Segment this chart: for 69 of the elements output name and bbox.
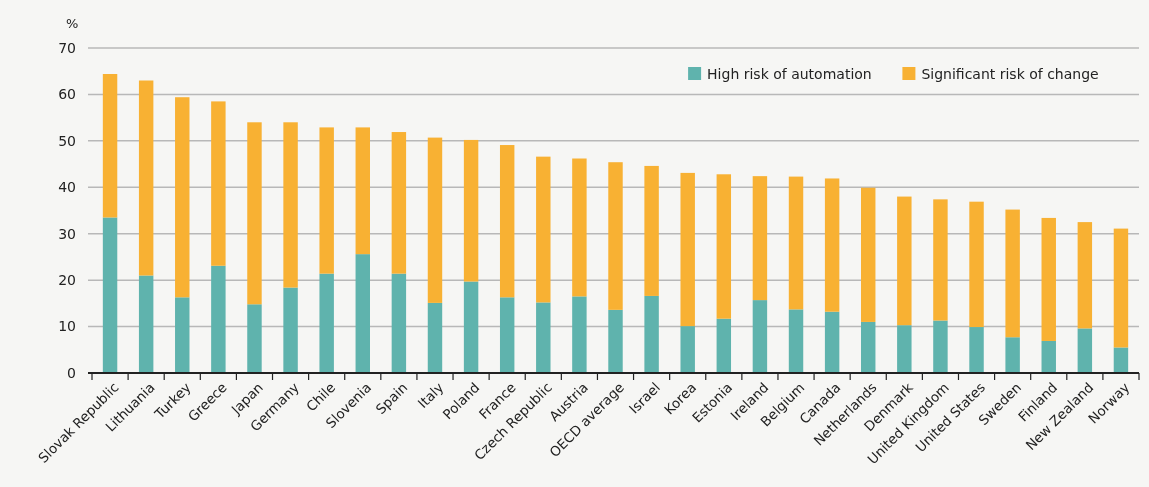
bar	[427, 137, 443, 303]
bar	[1005, 209, 1020, 338]
bar	[824, 311, 840, 373]
y-tick-label: 30	[58, 225, 76, 242]
bar	[897, 325, 912, 373]
legend-label: Significant risk of change	[921, 65, 1099, 82]
bar	[644, 165, 659, 296]
bar	[463, 281, 479, 373]
bar	[608, 309, 623, 373]
bar	[175, 297, 190, 373]
bar	[391, 273, 407, 373]
bar	[138, 275, 154, 373]
bar	[1077, 328, 1093, 373]
bar	[499, 297, 515, 373]
bar	[788, 176, 804, 310]
legend-label: High risk of automation	[707, 65, 872, 82]
bar	[969, 201, 984, 328]
bar	[102, 74, 118, 218]
bar	[355, 254, 370, 373]
bar	[752, 176, 768, 301]
bar	[897, 196, 912, 326]
bar	[1113, 228, 1129, 348]
bar	[211, 101, 226, 266]
bar	[1041, 340, 1056, 373]
bar	[247, 304, 262, 373]
bar	[427, 302, 443, 373]
bar	[572, 296, 587, 373]
y-tick-label: 20	[58, 272, 76, 289]
bar	[175, 97, 190, 298]
bar	[463, 139, 479, 282]
bar	[355, 127, 370, 255]
y-tick-label: 40	[58, 179, 76, 196]
bar	[391, 132, 407, 274]
bar	[680, 172, 695, 327]
bar	[1005, 337, 1020, 373]
y-tick-label: 60	[58, 86, 76, 103]
bar	[933, 199, 948, 321]
bar	[102, 217, 118, 373]
bar	[319, 127, 334, 274]
bar	[716, 174, 732, 319]
bar	[861, 321, 876, 373]
bar	[572, 158, 587, 297]
y-tick-label: 0	[67, 364, 76, 381]
bar	[1113, 347, 1129, 373]
bar	[1077, 222, 1093, 329]
bar	[211, 265, 226, 373]
bar	[1041, 217, 1056, 341]
y-tick-label: 50	[58, 132, 76, 149]
bar	[644, 295, 659, 373]
bar	[969, 327, 984, 373]
bar	[499, 145, 515, 298]
bar	[788, 309, 804, 373]
bar	[752, 300, 768, 373]
bar	[283, 122, 298, 288]
bar	[536, 156, 551, 303]
bar	[716, 318, 732, 373]
bar	[933, 320, 948, 373]
bar	[680, 326, 695, 373]
bar	[608, 162, 623, 310]
y-tick-label: 10	[58, 318, 76, 335]
bar	[138, 80, 154, 276]
bar	[247, 122, 262, 305]
bar	[824, 178, 840, 312]
bar	[536, 302, 551, 373]
y-tick-label: 70	[58, 39, 76, 56]
bar	[861, 187, 876, 322]
y-axis-title: %	[66, 16, 79, 31]
bar	[319, 273, 334, 373]
bar	[283, 287, 298, 373]
